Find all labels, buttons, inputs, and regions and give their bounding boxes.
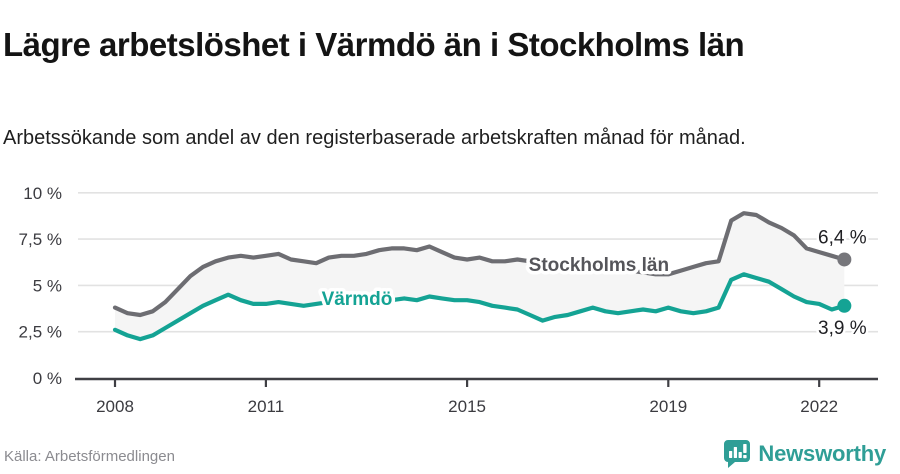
end-value-label: 6,4 %: [818, 227, 867, 248]
y-tick-label: 2,5 %: [19, 323, 62, 342]
series-line-stockholms-lan: [112, 211, 847, 318]
series-label-varmdo: Värmdö: [322, 289, 393, 310]
x-tick-label: 2008: [96, 397, 134, 416]
brand-logo: Newsworthy: [723, 438, 886, 470]
end-value-label: 3,9 %: [818, 318, 867, 339]
y-tick-label: 5 %: [33, 276, 62, 295]
series-label-stockholms-lan: Stockholms län: [529, 255, 669, 276]
y-tick-label: 7,5 %: [19, 230, 62, 249]
y-tick-label: 0 %: [33, 369, 62, 388]
end-dot-varmdo: [837, 298, 852, 313]
x-tick-label: 2019: [649, 397, 687, 416]
newsworthy-icon: [723, 439, 751, 469]
x-tick-label: 2022: [800, 397, 838, 416]
y-tick-label: 10 %: [23, 184, 62, 203]
x-tick-label: 2011: [248, 397, 285, 416]
brand-name: Newsworthy: [758, 441, 886, 466]
series-line-varmdo: [112, 272, 847, 342]
page-title: Lägre arbetslöshet i Värmdö än i Stockho…: [3, 26, 745, 64]
source-note: Källa: Arbetsförmedlingen: [4, 448, 175, 465]
x-tick-label: 2015: [448, 397, 486, 416]
chart-subtitle: Arbetssökande som andel av den registerb…: [3, 127, 746, 149]
end-dot-stockholms-lan: [837, 252, 852, 267]
